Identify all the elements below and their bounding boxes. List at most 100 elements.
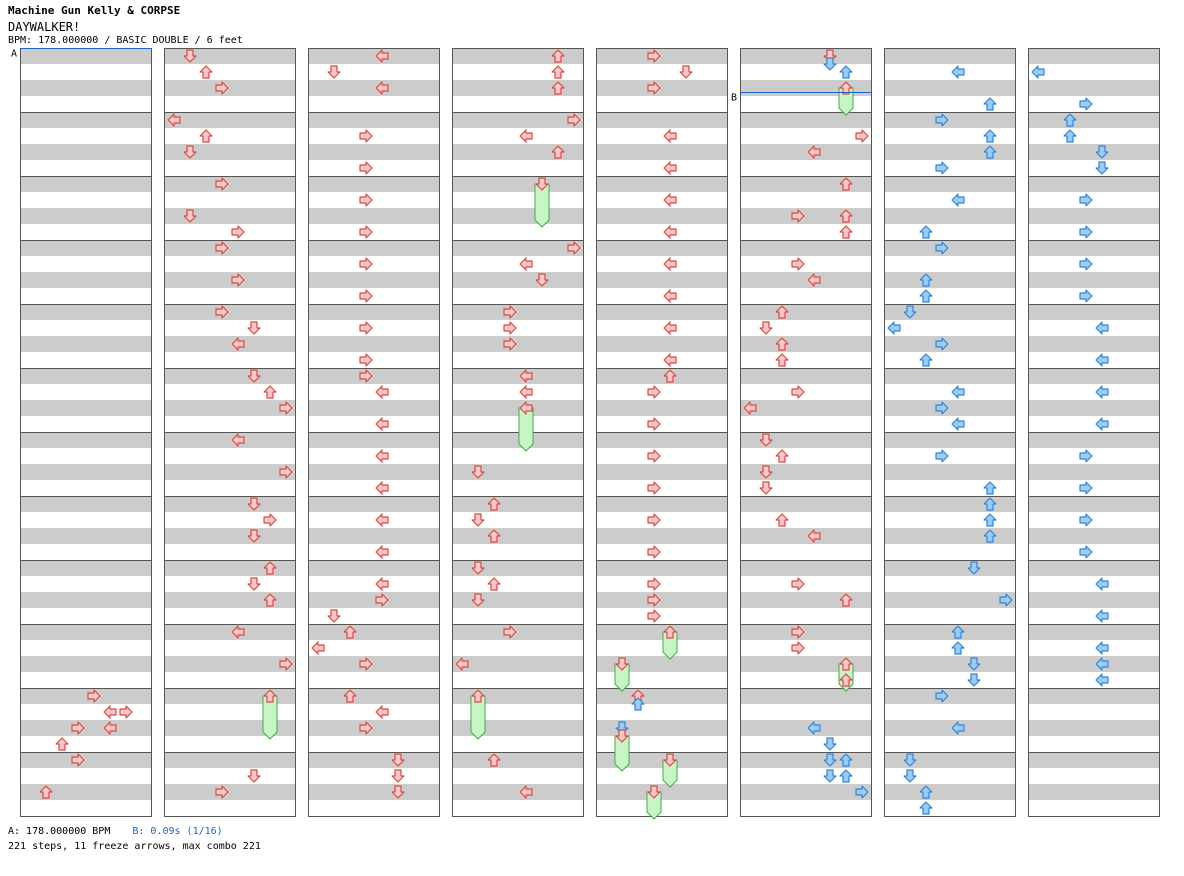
step-arrow [791,209,805,223]
row-band [596,528,728,544]
step-arrow [647,385,661,399]
step-arrow [983,129,997,143]
row-band [740,336,872,352]
step-arrow [359,257,373,271]
step-arrow [1079,481,1093,495]
step-arrow [519,257,533,271]
step-arrow [759,433,773,447]
step-arrow [647,545,661,559]
step-arrow [1079,289,1093,303]
chart-column-border [164,48,296,817]
row-band [452,400,584,416]
row-band [452,144,584,160]
row-band [452,240,584,256]
row-band [1028,464,1160,480]
step-arrow [1095,673,1109,687]
row-band [596,176,728,192]
step-arrow [375,577,389,591]
row-band [308,432,440,448]
step-arrow [1095,641,1109,655]
row-band [20,400,152,416]
step-arrow [471,689,485,703]
step-arrow [983,145,997,159]
row-band [308,592,440,608]
row-band [596,624,728,640]
row-band [164,784,296,800]
row-band [164,496,296,512]
row-band [1028,304,1160,320]
step-arrow [551,49,565,63]
row-band [596,784,728,800]
row-band [740,112,872,128]
step-arrow [71,753,85,767]
row-band [884,560,1016,576]
step-arrow [519,129,533,143]
row-band [452,272,584,288]
row-band [1028,400,1160,416]
step-arrow [663,289,677,303]
step-arrow [919,353,933,367]
step-arrow [1095,145,1109,159]
step-arrow [1079,513,1093,527]
row-band [20,656,152,672]
step-arrow [839,81,853,95]
step-arrow [1063,129,1077,143]
row-band [452,336,584,352]
bpm-b-label: B: 0.09s (1/16) [132,826,223,837]
step-arrow [1079,225,1093,239]
step-arrow [791,257,805,271]
step-arrow [807,721,821,735]
step-arrow [1095,657,1109,671]
row-band [596,336,728,352]
step-arrow [839,673,853,687]
chart-column-border [740,48,872,817]
step-arrow [375,385,389,399]
row-band [308,688,440,704]
row-band [1028,80,1160,96]
row-band [884,112,1016,128]
row-band [164,80,296,96]
row-band [596,112,728,128]
chart-column-border [452,48,584,817]
row-band [740,144,872,160]
row-band [1028,560,1160,576]
step-arrow [87,689,101,703]
step-arrow [807,273,821,287]
step-arrow [647,609,661,623]
row-band [596,560,728,576]
row-band [884,656,1016,672]
step-arrow [231,225,245,239]
step-arrow [551,81,565,95]
chart-column-border [596,48,728,817]
row-band [740,48,872,64]
row-band [308,784,440,800]
step-arrow [359,721,373,735]
step-arrow [775,353,789,367]
row-band [884,720,1016,736]
step-arrow [487,529,501,543]
row-band [884,272,1016,288]
step-arrow [663,129,677,143]
row-band [20,80,152,96]
row-band [452,432,584,448]
row-band [1028,272,1160,288]
row-band [1028,208,1160,224]
row-band [740,592,872,608]
step-arrow [663,321,677,335]
step-arrow [279,401,293,415]
row-band [740,240,872,256]
marker-label: A [11,49,17,60]
step-arrow [647,481,661,495]
step-arrow [215,81,229,95]
step-arrow [359,657,373,671]
step-arrow [967,657,981,671]
step-arrow [375,417,389,431]
row-band [1028,432,1160,448]
row-band [20,48,152,64]
row-band [884,400,1016,416]
row-band [884,48,1016,64]
step-arrow [231,273,245,287]
step-arrow [343,689,357,703]
step-arrow [743,401,757,415]
step-arrow [903,305,917,319]
